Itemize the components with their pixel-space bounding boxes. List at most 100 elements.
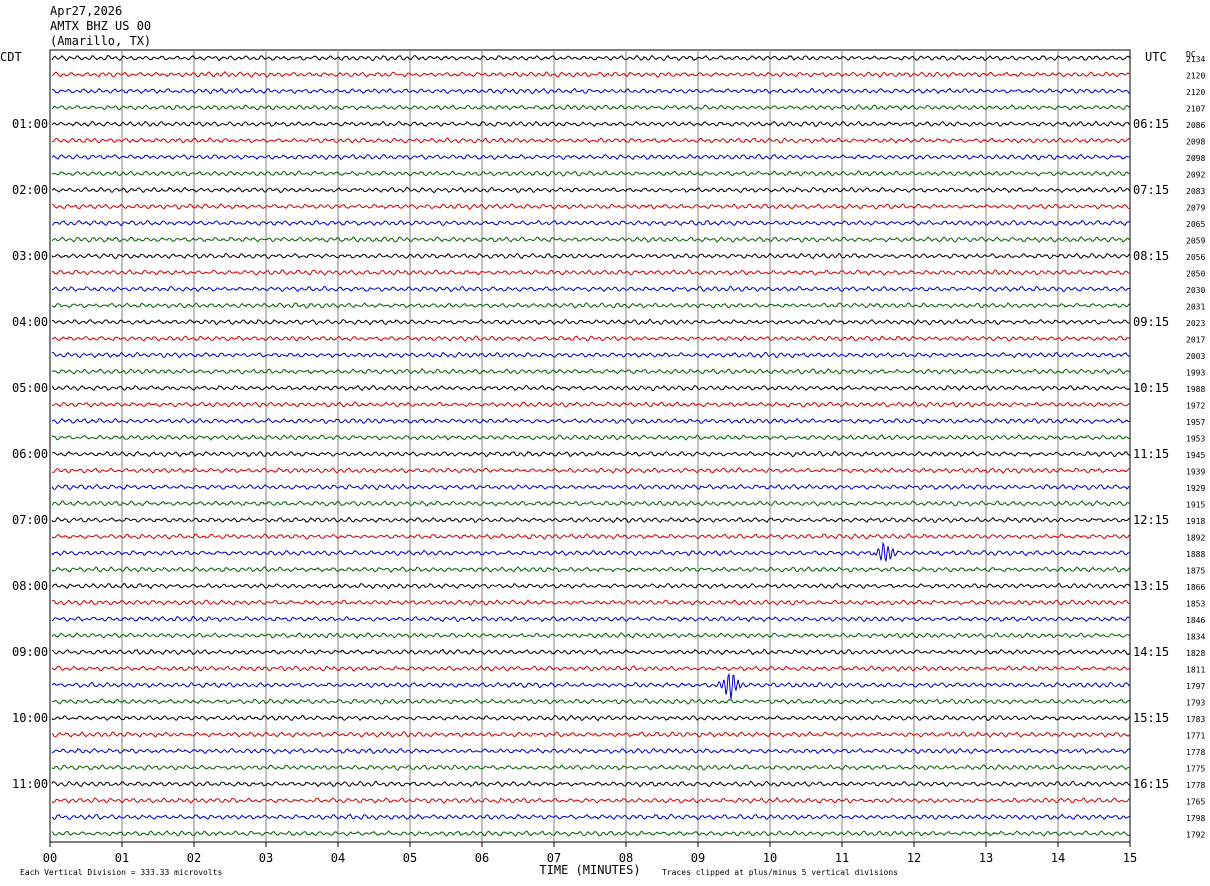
trace-line — [51, 170, 1131, 177]
utc-time-label: 13:15 — [1133, 579, 1169, 593]
x-tick-label: 12 — [907, 851, 921, 865]
dc-offset-label: 2079 — [1186, 204, 1205, 213]
utc-time-label: 09:15 — [1133, 315, 1169, 329]
trace-line — [51, 417, 1131, 425]
trace-line — [51, 54, 1131, 62]
trace-line — [51, 384, 1131, 392]
dc-offset-label: 1797 — [1186, 682, 1205, 691]
trace-line — [51, 796, 1131, 804]
cdt-time-label: 08:00 — [12, 579, 48, 593]
dc-offset-label: 1765 — [1186, 798, 1205, 807]
dc-offset-label: 2003 — [1186, 352, 1205, 361]
dc-offset-label: 2098 — [1186, 138, 1205, 147]
trace-line — [51, 285, 1131, 293]
trace-line — [51, 450, 1131, 458]
trace-line — [51, 648, 1131, 656]
dc-offset-label: 1811 — [1186, 666, 1205, 675]
trace-line — [51, 698, 1131, 705]
utc-axis-label: UTC — [1145, 50, 1167, 64]
dc-offset-label: 1972 — [1186, 402, 1205, 411]
trace-line — [51, 813, 1131, 821]
cdt-time-label: 09:00 — [12, 645, 48, 659]
trace-line — [51, 731, 1131, 738]
trace-line — [51, 747, 1131, 755]
dc-offset-label: 1866 — [1186, 583, 1205, 592]
trace-line — [51, 665, 1131, 672]
clip-note: Traces clipped at plus/minus 5 vertical … — [662, 868, 898, 877]
dc-offset-label: 1892 — [1186, 534, 1205, 543]
dc-offset-label: 1993 — [1186, 369, 1205, 378]
trace-line — [51, 236, 1131, 243]
trace-line — [51, 104, 1131, 111]
x-tick-label: 03 — [259, 851, 273, 865]
plot-location: (Amarillo, TX) — [50, 34, 152, 48]
dc-offset-label: 2023 — [1186, 319, 1205, 328]
dc-offset-label: 2050 — [1186, 270, 1205, 279]
scale-note: Each Vertical Division = 333.33 microvol… — [20, 868, 222, 877]
utc-time-label: 06:15 — [1133, 117, 1169, 131]
trace-line — [51, 252, 1131, 260]
trace-line — [51, 672, 1131, 700]
x-tick-label: 01 — [115, 851, 129, 865]
utc-time-label: 10:15 — [1133, 381, 1169, 395]
cdt-time-label: 11:00 — [12, 777, 48, 791]
cdt-axis-label: CDT — [0, 50, 22, 64]
trace-line — [51, 351, 1131, 359]
x-tick-label: 00 — [43, 851, 57, 865]
dc-offset-label: 1846 — [1186, 616, 1205, 625]
dc-offset-label: 1778 — [1186, 748, 1205, 757]
x-tick-label: 02 — [187, 851, 201, 865]
trace-line — [51, 483, 1131, 491]
trace-line — [51, 533, 1131, 540]
trace-line — [51, 780, 1131, 788]
dc-offset-label: 1792 — [1186, 831, 1205, 840]
trace-line — [51, 153, 1130, 161]
dc-offset-label: 2120 — [1186, 72, 1205, 81]
utc-time-label: 14:15 — [1133, 645, 1169, 659]
dc-offset-label: 2065 — [1186, 220, 1205, 229]
x-tick-label: 08 — [619, 851, 633, 865]
cdt-time-label: 01:00 — [12, 117, 48, 131]
dc-offset-label: 1828 — [1186, 649, 1205, 658]
dc-offset-label: 1918 — [1186, 517, 1205, 526]
cdt-time-label: 07:00 — [12, 513, 48, 527]
trace-line — [51, 335, 1131, 342]
dc-offset-label: 2134 — [1186, 55, 1205, 64]
dc-offset-label: 1798 — [1186, 814, 1205, 823]
dc-offset-label: 2030 — [1186, 286, 1205, 295]
x-axis-title: TIME (MINUTES) — [539, 863, 640, 877]
trace-line — [51, 401, 1131, 408]
utc-time-label: 08:15 — [1133, 249, 1169, 263]
dc-offset-label: 1988 — [1186, 385, 1205, 394]
dc-offset-label: 1888 — [1186, 550, 1205, 559]
trace-line — [51, 582, 1131, 590]
dc-offset-label: 2059 — [1186, 237, 1205, 246]
x-tick-label: 07 — [547, 851, 561, 865]
trace-line — [51, 516, 1131, 524]
trace-line — [51, 318, 1130, 326]
dc-offset-label: 1793 — [1186, 699, 1205, 708]
trace-line — [51, 137, 1131, 144]
plot-station: AMTX BHZ US 00 — [50, 19, 152, 33]
dc-offset-label: 1771 — [1186, 732, 1205, 741]
cdt-time-label: 06:00 — [12, 447, 48, 461]
cdt-time-label: 02:00 — [12, 183, 48, 197]
trace-line — [51, 367, 1131, 375]
trace-line — [51, 302, 1131, 309]
utc-time-label: 16:15 — [1133, 777, 1169, 791]
trace-line — [51, 434, 1131, 441]
dc-offset-label: 2017 — [1186, 336, 1205, 345]
dc-offset-label: 2086 — [1186, 121, 1205, 130]
trace-line — [51, 599, 1131, 606]
dc-offset-label: 2031 — [1186, 303, 1205, 312]
dc-header-label: DC — [1186, 50, 1196, 59]
trace-line — [51, 70, 1131, 78]
trace-line — [51, 541, 1131, 562]
dc-offset-label: 1783 — [1186, 715, 1205, 724]
dc-offset-label: 1929 — [1186, 484, 1205, 493]
trace-line — [51, 632, 1131, 639]
dc-offset-label: 2120 — [1186, 88, 1205, 97]
trace-line — [51, 566, 1131, 573]
x-tick-label: 09 — [691, 851, 705, 865]
dc-offset-label: 2056 — [1186, 253, 1205, 262]
